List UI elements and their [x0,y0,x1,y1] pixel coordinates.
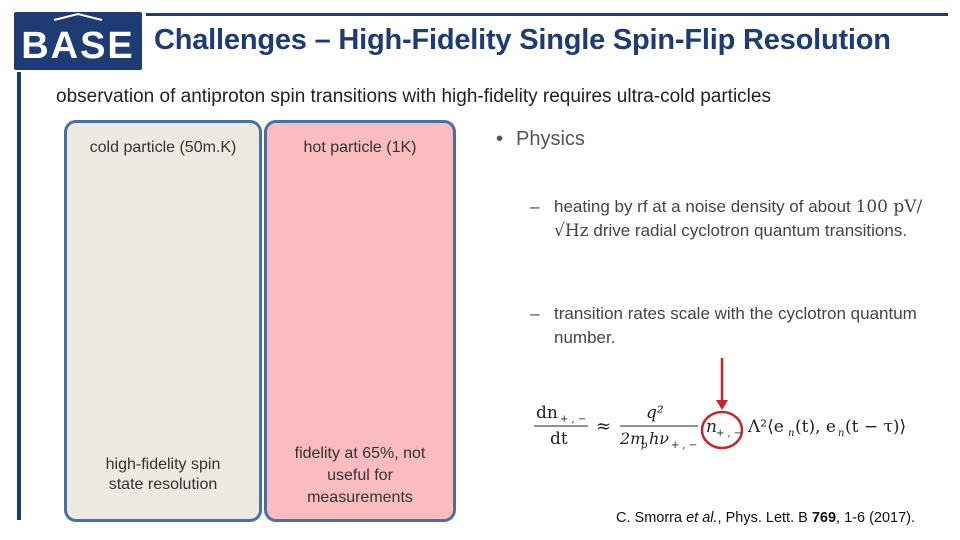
dash-1: – [530,197,540,216]
hot-particle-label: hot particle (1K) [303,139,417,156]
formula-n-sub: + , − [716,428,742,439]
noise-density-value: 100 pV/√Hz [554,197,923,241]
transition-rate-formula: dn + , − dt ≈ q² 2m p hν + , − n + , − Λ… [534,403,906,451]
dash-2: – [530,304,540,323]
formula-rhs-num: q² [646,403,664,423]
hot-particle-result: fidelity at 65%, not useful for measurem… [294,445,426,506]
formula-rest: Λ²⟨e [747,417,784,437]
formula-e-n-2: n [838,428,844,439]
left-rule [17,72,21,520]
rates-text: transition rates scale with the cyclotro… [554,304,917,347]
logo-text: BASE [21,25,135,67]
formula-lhs-sub: + , − [560,414,586,425]
bullet-physics: • Physics [496,128,585,151]
base-logo: BASE [14,12,142,70]
arrow-highlight [700,358,744,450]
formula-e-n: n [788,428,794,439]
formula-t2: (t − τ)⟩ [845,417,906,437]
formula-lhs-num: dn [536,403,558,423]
sub-bullet-heating: – heating by rf at a noise density of ab… [530,195,930,275]
bullet-dot: • [496,128,504,150]
slide-title: Challenges – High-Fidelity Single Spin-F… [154,24,891,56]
formula-lhs-den: dt [550,429,568,449]
sub-bullet-rates: – transition rates scale with the cyclot… [530,302,930,362]
formula-n: n [706,417,717,437]
formula-rhs-den: 2m [619,429,645,448]
formula-rhs-den-sub: + , − [671,440,697,451]
cold-particle-result: high-fidelity spin state resolution [105,456,221,493]
bullet-physics-text: Physics [516,128,585,150]
formula-rhs-den-p: p [641,440,648,451]
cold-particle-panel: cold particle (50m.K) high-fidelity spin… [64,120,262,522]
formula-rhs-den-hv: hν [649,429,669,448]
citation: C. Smorra et al., Phys. Lett. B 769, 1-6… [616,510,916,526]
heating-text-a: heating by rf at a noise density of abou… [554,197,851,216]
cold-particle-label: cold particle (50m.K) [89,139,237,156]
hot-particle-panel: hot particle (1K) fidelity at 65%, not u… [264,120,456,522]
header-rule [146,13,948,16]
heating-text-b: drive radial cyclotron quantum transitio… [593,221,908,240]
slide-subtitle: observation of antiproton spin transitio… [56,86,771,107]
formula-approx: ≈ [596,416,611,437]
formula-t1: (t), e [795,417,836,437]
